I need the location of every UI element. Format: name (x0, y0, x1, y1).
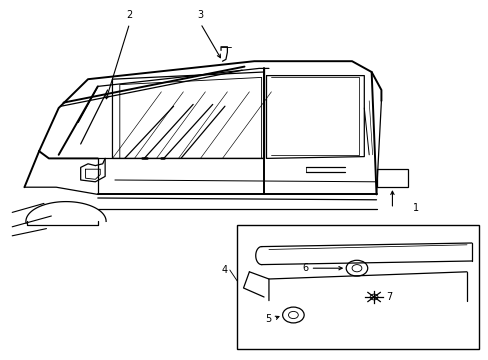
Text: 3: 3 (197, 10, 203, 20)
Text: 1: 1 (412, 203, 419, 213)
Text: 7: 7 (386, 292, 392, 302)
Text: 5: 5 (264, 314, 271, 324)
Bar (237, 225, 478, 349)
Text: 4: 4 (221, 265, 227, 275)
Bar (376, 169, 407, 187)
Text: 6: 6 (301, 263, 307, 273)
Text: 2: 2 (126, 10, 132, 20)
